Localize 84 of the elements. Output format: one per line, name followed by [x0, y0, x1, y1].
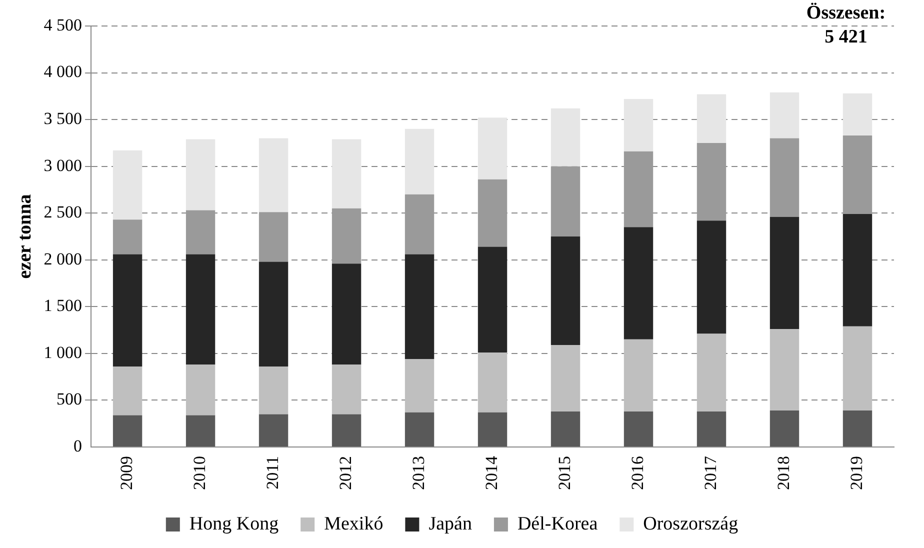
bar [186, 364, 216, 416]
text: Összesen: [806, 2, 886, 24]
x-tick-label: 2010 [190, 456, 210, 490]
bar [770, 329, 800, 411]
x-tick-label: 2014 [482, 456, 501, 490]
bar [624, 98, 654, 152]
y-axis-title: ezer tonna [14, 194, 36, 279]
bar [550, 411, 580, 446]
x-tick-label: 2013 [409, 456, 428, 490]
x-tick-label: 2018 [774, 456, 793, 490]
y-tick-label: 2 500 [44, 202, 82, 222]
bar [770, 138, 800, 217]
bar [404, 128, 434, 194]
bar [332, 264, 362, 365]
y-tick-label: 500 [56, 390, 82, 409]
bar [770, 92, 800, 138]
bar [112, 254, 142, 367]
bar [112, 150, 142, 220]
x-tick-label: 2011 [263, 456, 282, 490]
x-tick-label: 2015 [554, 456, 574, 490]
bar [332, 364, 362, 414]
bar [842, 93, 872, 136]
bar [624, 339, 654, 412]
bar [112, 366, 142, 416]
bar [332, 139, 362, 208]
x-tick-label: 2017 [700, 456, 720, 490]
bar [624, 411, 654, 446]
bar [332, 414, 362, 446]
bar [112, 415, 142, 446]
bar [478, 352, 508, 412]
bar [770, 410, 800, 446]
bar [696, 334, 726, 412]
bar [696, 411, 726, 446]
annotation: 5 421 [824, 26, 868, 48]
x-tick-label: 2012 [336, 456, 356, 490]
y-tick-label: 1 000 [44, 342, 82, 362]
y-tick-label: 1 500 [44, 296, 82, 316]
y-tick-label: 0 [74, 436, 82, 456]
bar [696, 142, 726, 221]
y-tick-label: 4 000 [44, 62, 82, 82]
bar [478, 412, 508, 446]
bar [186, 210, 216, 254]
bar [550, 108, 580, 166]
legend-label: Dél-Korea [517, 513, 598, 534]
bar [842, 214, 872, 326]
bar [404, 194, 434, 254]
bar [186, 254, 216, 365]
bar [624, 151, 654, 228]
bar [186, 415, 216, 446]
bar [842, 135, 872, 214]
bar [770, 216, 800, 330]
y-tick-label: 3 000 [44, 156, 82, 175]
bar [332, 208, 362, 264]
legend-label: Oroszország [643, 513, 739, 534]
bar [624, 227, 654, 340]
bar [478, 179, 508, 247]
bar [258, 138, 288, 212]
legend-label: Japán [428, 513, 472, 534]
x-tick-label: 2009 [117, 456, 136, 490]
bar [258, 414, 288, 446]
bar [550, 236, 580, 346]
bar [258, 366, 288, 414]
bar [258, 262, 288, 367]
bar [186, 139, 216, 210]
y-tick-label: 2 000 [44, 249, 82, 268]
y-tick-label: 4 500 [44, 15, 82, 34]
bar [550, 345, 580, 412]
legend-label: Mexikó [324, 513, 384, 534]
x-tick-label: 2019 [846, 456, 866, 490]
bar [404, 359, 434, 412]
y-tick-label: 3 500 [44, 109, 82, 128]
bar [112, 220, 142, 254]
bar [404, 254, 434, 360]
bar [258, 212, 288, 262]
bar [478, 246, 508, 353]
bar [404, 412, 434, 446]
bar [842, 410, 872, 446]
legend-label: Hong Kong [189, 513, 280, 534]
bar [478, 118, 508, 180]
bar [550, 166, 580, 236]
bar [696, 220, 726, 334]
bar [696, 94, 726, 143]
bar [842, 326, 872, 411]
x-tick-label: 2016 [628, 456, 647, 490]
